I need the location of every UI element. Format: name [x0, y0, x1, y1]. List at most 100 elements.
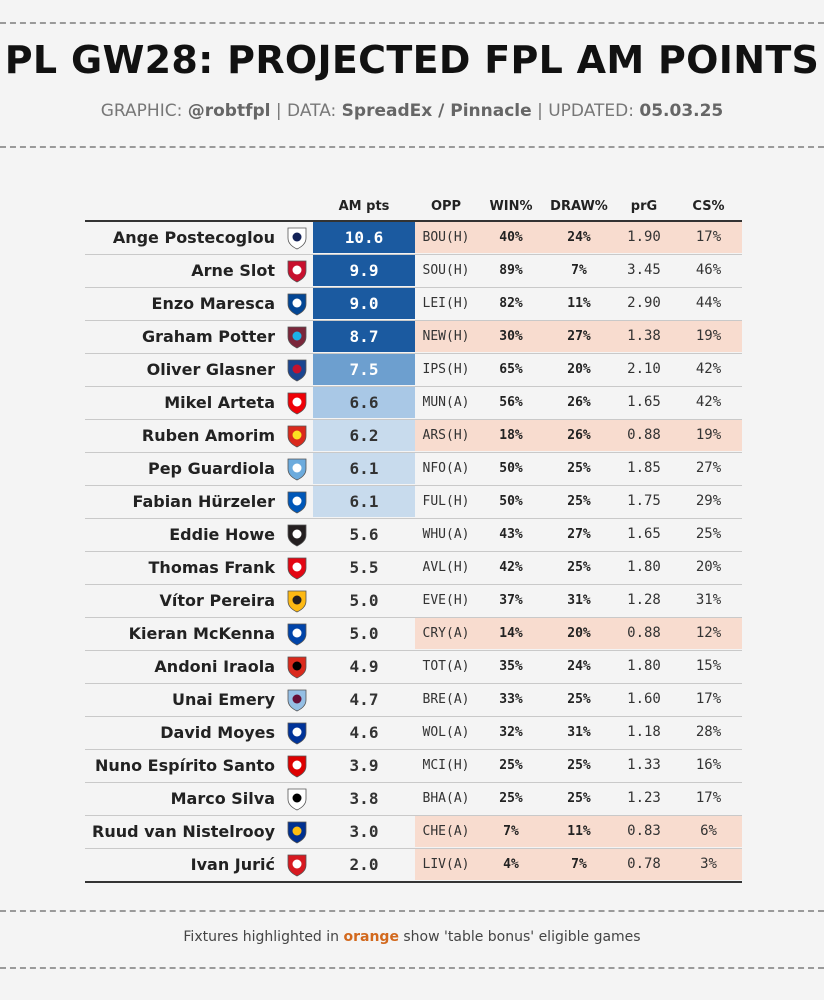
manager-name: Ivan Jurić [190, 855, 275, 874]
footnote: Fixtures highlighted in orange show 'tab… [0, 929, 824, 945]
draw-pct: 11% [567, 824, 591, 839]
opponent: AVL(H) [422, 560, 470, 575]
data-value: SpreadEx / Pinnacle [341, 101, 532, 121]
draw-pct: 25% [567, 791, 591, 806]
draw-pct: 26% [567, 395, 591, 410]
win-pct: 25% [499, 791, 523, 806]
manager-name: Andoni Iraola [154, 657, 275, 676]
col-draw: DRAW% [550, 199, 608, 214]
draw-pct: 20% [567, 362, 591, 377]
projected-goals: 1.80 [627, 559, 661, 575]
clean-sheet-pct: 15% [695, 658, 722, 674]
manager-name: Ruud van Nistelrooy [92, 822, 275, 841]
table-row: Nuno Espírito Santo 3.9 MCI(H) 25% 25% 1.33 16… [85, 750, 742, 783]
opponent: CRY(A) [422, 626, 470, 641]
win-pct: 50% [499, 461, 523, 476]
draw-pct: 7% [571, 263, 587, 278]
win-pct: 30% [499, 329, 523, 344]
projected-goals: 1.90 [627, 229, 661, 245]
top-divider [0, 22, 824, 24]
clean-sheet-pct: 6% [700, 823, 717, 839]
footer-divider-bottom [0, 967, 824, 969]
draw-pct: 31% [567, 593, 591, 608]
projected-goals: 0.88 [627, 427, 661, 443]
win-pct: 37% [499, 593, 523, 608]
col-prg: prG [630, 199, 658, 214]
footnote-before: Fixtures highlighted in [183, 929, 340, 945]
bonus-highlight [415, 420, 742, 451]
table-row: Thomas Frank 5.5 AVL(H) 42% 25% 1.80 20% [85, 552, 742, 585]
am-points: 10.6 [313, 222, 415, 253]
bonus-highlight [415, 222, 742, 253]
win-pct: 40% [499, 230, 523, 245]
projected-goals: 1.65 [627, 394, 661, 410]
clean-sheet-pct: 25% [695, 526, 722, 542]
draw-pct: 25% [567, 461, 591, 476]
win-pct: 25% [499, 758, 523, 773]
manager-name: Unai Emery [171, 690, 275, 709]
projected-goals: 1.18 [627, 724, 661, 740]
table-row: David Moyes 4.6 WOL(A) 32% 31% 1.18 28% [85, 717, 742, 750]
manager-name: David Moyes [160, 723, 275, 742]
page-title: PL GW28: PROJECTED FPL AM POINTS [4, 38, 820, 82]
brighton-crest-icon [287, 491, 307, 514]
manager-name: Ange Postecoglou [112, 228, 275, 247]
projected-goals: 1.75 [627, 493, 661, 509]
opponent: MCI(H) [422, 758, 470, 773]
am-points: 6.1 [313, 486, 415, 517]
table-header: AM pts OPP WIN% DRAW% prG CS% [85, 196, 742, 222]
bonus-highlight [415, 849, 742, 880]
manager-name: Marco Silva [170, 789, 275, 808]
projected-goals: 1.80 [627, 658, 661, 674]
win-pct: 56% [499, 395, 523, 410]
separator-2: | [537, 101, 543, 121]
clean-sheet-pct: 19% [695, 328, 722, 344]
opponent: MUN(A) [422, 395, 470, 410]
clean-sheet-pct: 17% [695, 790, 722, 806]
projected-goals: 0.88 [627, 625, 661, 641]
opponent: WOL(A) [422, 725, 470, 740]
win-pct: 35% [499, 659, 523, 674]
draw-pct: 25% [567, 560, 591, 575]
win-pct: 43% [499, 527, 523, 542]
am-points: 5.0 [349, 624, 379, 643]
projected-goals: 1.60 [627, 691, 661, 707]
am-points: 3.8 [349, 789, 379, 808]
win-pct: 89% [499, 263, 523, 278]
opponent: WHU(A) [422, 527, 470, 542]
clean-sheet-pct: 3% [700, 856, 717, 872]
clean-sheet-pct: 31% [695, 592, 722, 608]
draw-pct: 24% [567, 659, 591, 674]
leicester-crest-icon [287, 821, 307, 844]
win-pct: 42% [499, 560, 523, 575]
draw-pct: 25% [567, 758, 591, 773]
opponent: TOT(A) [422, 659, 470, 674]
manager-name: Pep Guardiola [147, 459, 275, 478]
draw-pct: 26% [567, 428, 591, 443]
win-pct: 4% [503, 857, 519, 872]
table-row: Ruud van Nistelrooy 3.0 CHE(A) 7% 11% 0.83 6% [85, 816, 742, 849]
table-row: Eddie Howe 5.6 WHU(A) 43% 27% 1.65 25% [85, 519, 742, 552]
footnote-after: show 'table bonus' eligible games [403, 929, 641, 945]
am-points: 4.6 [349, 723, 379, 742]
clean-sheet-pct: 42% [695, 394, 722, 410]
win-pct: 50% [499, 494, 523, 509]
table-row: Ruben Amorim 6.2 ARS(H) 18% 26% 0.88 19% [85, 420, 742, 453]
manager-name: Mikel Arteta [164, 393, 275, 412]
graphic-value: @robtfpl [187, 101, 271, 121]
clean-sheet-pct: 28% [695, 724, 722, 740]
draw-pct: 31% [567, 725, 591, 740]
manager-name: Kieran McKenna [128, 624, 275, 643]
am-points: 7.5 [313, 354, 415, 385]
opponent: LEI(H) [422, 296, 470, 311]
data-label: DATA: [287, 101, 337, 121]
win-pct: 32% [499, 725, 523, 740]
subtitle: GRAPHIC: @robtfpl | DATA: SpreadEx / Pin… [0, 101, 824, 121]
graphic-label: GRAPHIC: [100, 101, 183, 121]
table-row: Unai Emery 4.7 BRE(A) 33% 25% 1.60 17% [85, 684, 742, 717]
opponent: BHA(A) [422, 791, 470, 806]
draw-pct: 25% [567, 494, 591, 509]
manager-name: Eddie Howe [169, 525, 275, 544]
opponent: FUL(H) [422, 494, 470, 509]
table-row: Graham Potter 8.7 NEW(H) 30% 27% 1.38 19% [85, 321, 742, 354]
